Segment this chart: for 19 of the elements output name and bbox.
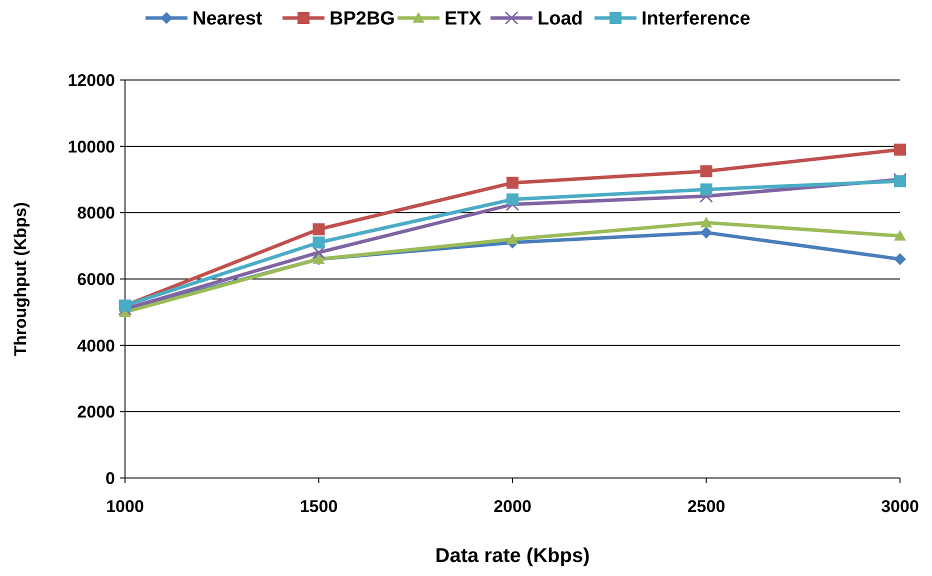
x-axis-title: Data rate (Kbps) — [435, 545, 590, 567]
y-tick-label: 10000 — [68, 137, 115, 156]
x-tick-label: 1500 — [300, 497, 338, 516]
legend-label: ETX — [444, 8, 482, 30]
y-tick-label: 4000 — [77, 336, 115, 356]
y-tick-label: 12000 — [68, 70, 115, 90]
legend-label: Load — [538, 8, 583, 30]
legend-label: Nearest — [192, 8, 263, 30]
x-tick-label: 2000 — [494, 497, 532, 516]
y-tick-label: 2000 — [77, 402, 115, 422]
legend-label: BP2BG — [330, 8, 395, 30]
legend-label: Interference — [642, 8, 750, 30]
x-tick-label: 1000 — [106, 497, 144, 516]
x-tick-label: 2500 — [687, 497, 726, 516]
y-tick-label: 0 — [106, 468, 115, 488]
y-tick-label: 6000 — [77, 270, 115, 289]
x-tick-label: 3000 — [881, 497, 919, 516]
y-tick-label: 8000 — [77, 204, 115, 223]
y-axis-title: Throughput (Kbps) — [11, 202, 30, 356]
